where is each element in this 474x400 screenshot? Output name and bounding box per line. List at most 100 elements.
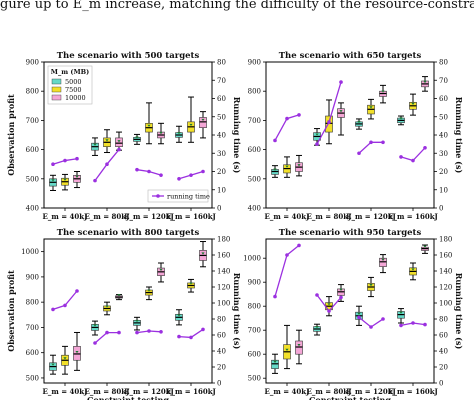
x-tick-label: E_m = 120kJ bbox=[346, 387, 396, 396]
box-mean-marker bbox=[381, 90, 385, 93]
y2-tick-label: 20 bbox=[217, 364, 226, 372]
y2-axis-label: Running time (s) bbox=[232, 97, 242, 174]
y-axis-label: Observation profit bbox=[6, 270, 16, 352]
y-tick-label: 700 bbox=[248, 327, 261, 335]
box-mean-marker bbox=[159, 268, 163, 272]
plot-frame bbox=[265, 238, 435, 384]
box-mean-marker bbox=[399, 311, 403, 314]
y-tick-label: 700 bbox=[248, 117, 261, 125]
box-mean-marker bbox=[93, 324, 97, 327]
x-tick-label: E_m = 160kJ bbox=[388, 212, 438, 221]
box-mean-marker bbox=[75, 175, 79, 178]
x-tick-label: E_m = 40kJ bbox=[265, 212, 311, 221]
box-mean-marker bbox=[411, 268, 415, 271]
running-time-point bbox=[411, 321, 415, 325]
y2-tick-label: 120 bbox=[439, 284, 452, 292]
running-time-point bbox=[411, 158, 415, 163]
box-10000 bbox=[73, 346, 81, 361]
running-time-point bbox=[147, 169, 151, 174]
y2-axis-label: Running time (s) bbox=[454, 97, 464, 174]
chart-title: The scenario with 500 targets bbox=[57, 51, 200, 61]
y-tick-label: 400 bbox=[26, 205, 39, 213]
y-tick-label: 900 bbox=[248, 59, 261, 67]
y2-tick-label: 160 bbox=[217, 252, 230, 260]
legend-swatch bbox=[51, 86, 62, 93]
x-tick-label: E_m = 120kJ bbox=[346, 212, 396, 221]
box-mean-marker bbox=[297, 164, 301, 167]
y2-axis-label: Running time (s) bbox=[454, 273, 464, 350]
chart-panel-4: The scenario with 950 targets50060070080… bbox=[243, 228, 464, 400]
y2-tick-label: 30 bbox=[217, 150, 226, 158]
legend-title: M_m (MB) bbox=[51, 68, 89, 76]
running-time-point bbox=[189, 335, 193, 340]
y2-tick-label: 180 bbox=[439, 236, 452, 244]
y-tick-label: 900 bbox=[248, 279, 261, 287]
chart-title: The scenario with 800 targets bbox=[57, 228, 200, 238]
chart-panel-2: The scenario with 650 targets40050060070… bbox=[248, 51, 464, 221]
y2-tick-label: 40 bbox=[217, 132, 226, 140]
y-tick-label: 700 bbox=[26, 117, 39, 125]
y2-tick-label: 40 bbox=[217, 348, 226, 356]
running-time-point bbox=[285, 253, 289, 257]
plot-frame bbox=[43, 238, 213, 384]
y-tick-label: 900 bbox=[26, 59, 39, 67]
y2-tick-label: 80 bbox=[439, 59, 448, 67]
box-mean-marker bbox=[189, 123, 193, 127]
y-tick-label: 400 bbox=[248, 205, 261, 213]
box-mean-marker bbox=[189, 282, 193, 285]
running-time-point bbox=[189, 173, 193, 177]
box-mean-marker bbox=[147, 124, 151, 127]
y2-tick-label: 60 bbox=[217, 95, 226, 103]
x-tick-label: E_m = 80kJ bbox=[307, 387, 353, 396]
box-mean-marker bbox=[369, 284, 373, 287]
box-mean-marker bbox=[315, 326, 319, 329]
legend-label: 7500 bbox=[65, 86, 82, 94]
y-tick-label: 900 bbox=[26, 273, 39, 281]
running-time-point bbox=[339, 80, 343, 84]
running-time-point bbox=[117, 147, 121, 152]
line-legend-marker bbox=[156, 194, 160, 198]
running-time-point bbox=[369, 325, 373, 329]
legend-swatch bbox=[51, 78, 62, 85]
box-mean-marker bbox=[315, 133, 319, 136]
y-tick-label: 800 bbox=[26, 88, 39, 96]
running-time-point bbox=[177, 334, 181, 339]
y2-tick-label: 0 bbox=[217, 380, 221, 388]
y2-tick-label: 20 bbox=[217, 168, 226, 176]
y2-tick-label: 70 bbox=[439, 77, 448, 85]
box-mean-marker bbox=[63, 357, 67, 360]
box-mean-marker bbox=[327, 303, 331, 306]
x-tick-label: E_m = 40kJ bbox=[265, 387, 311, 396]
y-tick-label: 600 bbox=[248, 146, 261, 154]
y-tick-label: 500 bbox=[26, 374, 39, 382]
y2-tick-label: 140 bbox=[217, 268, 230, 276]
running-time-point bbox=[51, 162, 55, 166]
running-time-line bbox=[274, 244, 300, 297]
running-time-point bbox=[135, 167, 139, 172]
y-tick-label: 600 bbox=[26, 146, 39, 154]
line-legend-label: running time bbox=[167, 193, 210, 201]
y2-tick-label: 100 bbox=[439, 300, 452, 308]
x-tick-label: E_m = 160kJ bbox=[166, 387, 216, 396]
box-10000 bbox=[199, 117, 207, 129]
running-time-point bbox=[369, 140, 373, 145]
running-time-point bbox=[159, 330, 163, 334]
y2-tick-label: 40 bbox=[439, 132, 448, 140]
y-tick-label: 800 bbox=[248, 303, 261, 311]
box-5000 bbox=[271, 359, 279, 369]
running-time-point bbox=[381, 140, 385, 145]
running-time-point bbox=[63, 158, 67, 163]
running-time-point bbox=[297, 113, 301, 117]
running-time-point bbox=[177, 177, 181, 181]
x-axis-label: Constraint testing bbox=[309, 395, 391, 400]
x-tick-label: E_m = 120kJ bbox=[124, 212, 174, 221]
chart-panel-1: The scenario with 500 targets40050060070… bbox=[6, 51, 242, 221]
y2-tick-label: 80 bbox=[217, 316, 226, 324]
y2-tick-label: 10 bbox=[439, 186, 448, 194]
box-mean-marker bbox=[135, 319, 139, 323]
y2-tick-label: 80 bbox=[439, 316, 448, 324]
x-tick-label: E_m = 120kJ bbox=[124, 387, 174, 396]
y2-tick-label: 20 bbox=[439, 364, 448, 372]
running-time-point bbox=[135, 330, 139, 335]
x-tick-label: E_m = 40kJ bbox=[43, 212, 89, 221]
